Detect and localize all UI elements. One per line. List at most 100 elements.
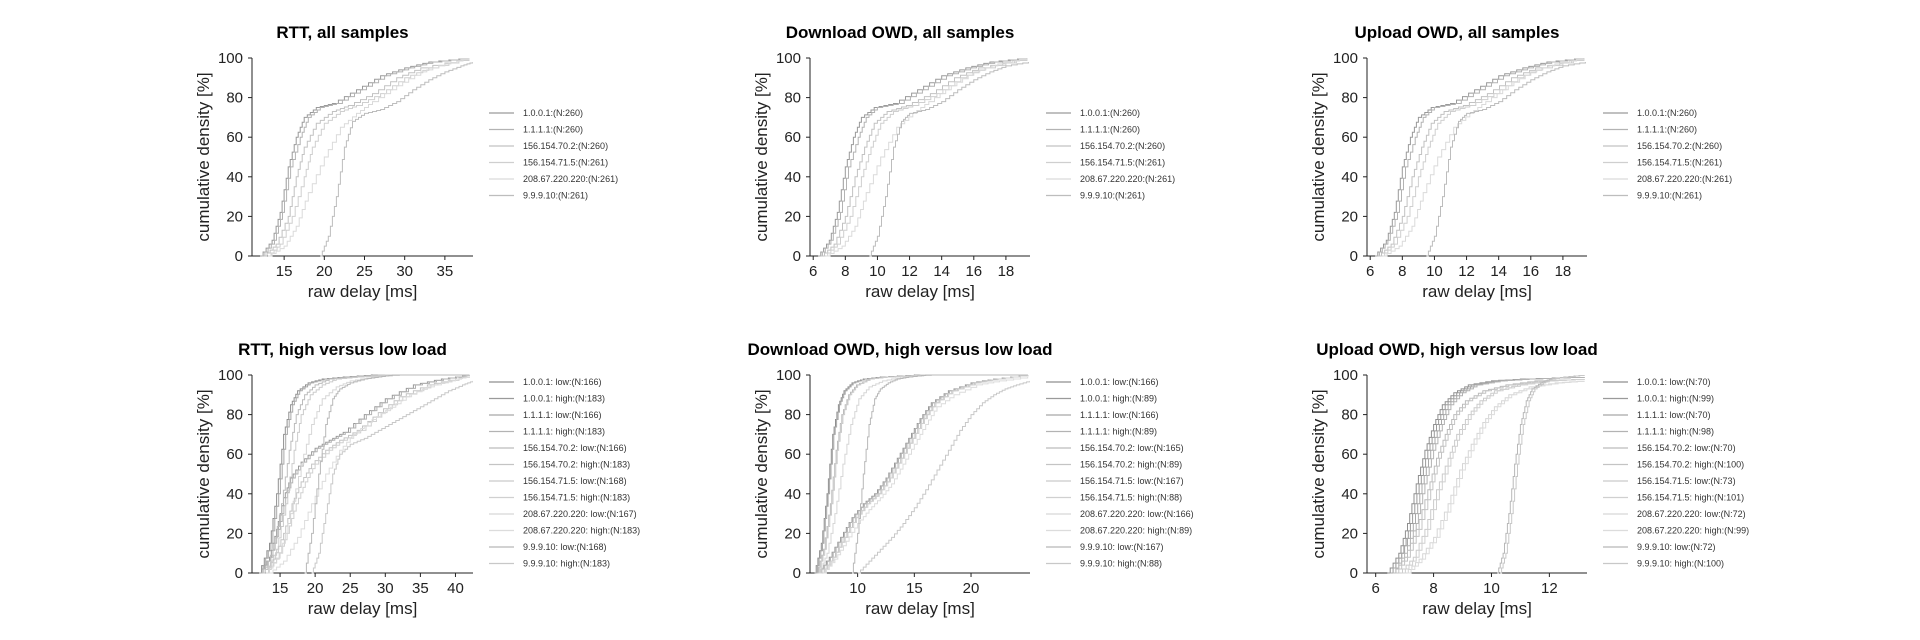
y-tick-label: 100 <box>776 367 801 384</box>
y-tick-label: 20 <box>226 525 243 542</box>
series-line <box>1381 58 1585 257</box>
x-tick-label: 35 <box>437 263 454 280</box>
x-axis-label: raw delay [ms] <box>1422 282 1532 301</box>
legend-label: 156.154.71.5:(N:261) <box>1637 158 1722 168</box>
legend-label: 9.9.9.10: low:(N:168) <box>523 542 607 552</box>
legend-label: 208.67.220.220: high:(N:183) <box>523 526 640 536</box>
y-tick-label: 0 <box>793 248 801 265</box>
y-tick-label: 40 <box>784 486 801 503</box>
series-line <box>266 374 470 574</box>
y-tick-label: 100 <box>1333 367 1358 384</box>
y-tick-label: 0 <box>793 565 801 582</box>
series-line <box>259 374 470 574</box>
legend-label: 156.154.70.2:(N:260) <box>1080 141 1165 151</box>
legend-label: 1.0.0.1: high:(N:89) <box>1080 394 1157 404</box>
y-tick-label: 80 <box>1341 407 1358 424</box>
x-tick-label: 15 <box>276 263 293 280</box>
series-line <box>819 375 1029 574</box>
y-axis-label: cumulative density [%] <box>194 389 213 558</box>
legend-label: 9.9.9.10: high:(N:100) <box>1637 559 1724 569</box>
y-tick-label: 80 <box>784 407 801 424</box>
legend-label: 156.154.71.5: high:(N:101) <box>1637 493 1744 503</box>
legend-label: 1.1.1.1:(N:260) <box>1080 125 1140 135</box>
legend-label: 1.0.0.1:(N:260) <box>523 108 583 118</box>
legend-label: 9.9.9.10: low:(N:72) <box>1637 542 1716 552</box>
legend-label: 1.1.1.1: high:(N:98) <box>1637 427 1714 437</box>
legend-label: 1.1.1.1: high:(N:89) <box>1080 427 1157 437</box>
series-line <box>260 58 470 257</box>
chart-title: RTT, all samples <box>276 23 408 42</box>
y-axis-label: cumulative density [%] <box>194 72 213 241</box>
legend: 1.0.0.1: low:(N:166) 1.0.0.1: high:(N:89)… <box>1046 377 1194 569</box>
series-line <box>320 62 473 257</box>
chart-panel-6: Upload OWD, high versus low load 0 20 40 60 8… <box>1309 340 1749 618</box>
series-line <box>857 380 1030 574</box>
legend-label: 1.0.0.1: low:(N:166) <box>523 377 602 387</box>
legend-label: 208.67.220.220:(N:261) <box>1637 174 1732 184</box>
series-line <box>266 375 470 574</box>
legend-label: 156.154.71.5: low:(N:167) <box>1080 476 1184 486</box>
legend-label: 1.0.0.1:(N:260) <box>1637 108 1697 118</box>
legend-label: 9.9.9.10: high:(N:88) <box>1080 559 1162 569</box>
series-line <box>852 374 1028 574</box>
series-line <box>1404 380 1585 574</box>
x-tick-label: 25 <box>356 263 373 280</box>
x-tick-label: 35 <box>412 580 429 597</box>
x-tick-label: 6 <box>1366 263 1374 280</box>
series-line <box>819 374 1028 574</box>
series-line <box>1393 377 1585 574</box>
legend-label: 156.154.70.2: high:(N:100) <box>1637 460 1744 470</box>
series-group <box>1387 375 1585 574</box>
legend-label: 1.0.0.1:(N:260) <box>1080 108 1140 118</box>
y-tick-label: 80 <box>1341 90 1358 107</box>
y-tick-label: 80 <box>784 90 801 107</box>
legend: 1.0.0.1:(N:260) 1.1.1.1:(N:260) 156.154.70… <box>1603 108 1732 201</box>
y-tick-label: 100 <box>218 50 243 67</box>
y-tick-label: 40 <box>1341 169 1358 186</box>
x-tick-label: 25 <box>342 580 359 597</box>
legend-label: 156.154.70.2: low:(N:165) <box>1080 443 1184 453</box>
legend: 1.0.0.1:(N:260) 1.1.1.1:(N:260) 156.154.70… <box>1046 108 1175 201</box>
y-tick-label: 20 <box>784 208 801 225</box>
y-tick-label: 80 <box>226 407 243 424</box>
series-line <box>1387 377 1585 574</box>
series-line <box>268 58 470 257</box>
x-tick-label: 8 <box>1429 580 1437 597</box>
y-tick-label: 80 <box>226 90 243 107</box>
legend-label: 208.67.220.220: high:(N:89) <box>1080 526 1192 536</box>
x-tick-label: 8 <box>1398 263 1406 280</box>
series-line <box>821 375 1029 574</box>
legend: 1.0.0.1: low:(N:70) 1.0.0.1: high:(N:99) 1… <box>1603 377 1749 569</box>
series-line <box>1401 379 1585 574</box>
legend-label: 156.154.70.2: high:(N:183) <box>523 460 630 470</box>
y-tick-label: 0 <box>1350 248 1358 265</box>
chart-title: Download OWD, all samples <box>786 23 1015 42</box>
y-axis-label: cumulative density [%] <box>1309 389 1328 558</box>
x-tick-label: 18 <box>1555 263 1572 280</box>
x-tick-label: 12 <box>1458 263 1475 280</box>
chart-title: RTT, high versus low load <box>238 340 447 359</box>
chart-panel-5: Download OWD, high versus low load 0 20 40 6… <box>747 340 1193 618</box>
x-tick-label: 10 <box>1483 580 1500 597</box>
series-line <box>1376 58 1585 257</box>
series-line <box>823 377 1029 574</box>
chart-panel-4: RTT, high versus low load 0 20 40 60 80 100 15 2… <box>194 340 640 618</box>
y-tick-label: 40 <box>784 169 801 186</box>
legend-label: 1.1.1.1:(N:260) <box>1637 125 1697 135</box>
chart-title: Upload OWD, high versus low load <box>1316 340 1597 359</box>
y-tick-label: 60 <box>1341 129 1358 146</box>
legend-label: 9.9.9.10:(N:261) <box>1080 191 1145 201</box>
legend-label: 9.9.9.10:(N:261) <box>523 191 588 201</box>
series-line <box>268 58 470 257</box>
x-tick-label: 10 <box>869 263 886 280</box>
y-tick-label: 60 <box>226 129 243 146</box>
x-tick-label: 8 <box>841 263 849 280</box>
x-tick-label: 16 <box>1522 263 1539 280</box>
legend-label: 208.67.220.220: high:(N:99) <box>1637 526 1749 536</box>
series-line <box>821 58 1028 257</box>
legend-label: 156.154.70.2: low:(N:70) <box>1637 443 1736 453</box>
legend-label: 1.1.1.1: low:(N:166) <box>1080 410 1159 420</box>
legend-label: 1.1.1.1: low:(N:166) <box>523 410 602 420</box>
legend-label: 156.154.71.5:(N:261) <box>1080 158 1165 168</box>
